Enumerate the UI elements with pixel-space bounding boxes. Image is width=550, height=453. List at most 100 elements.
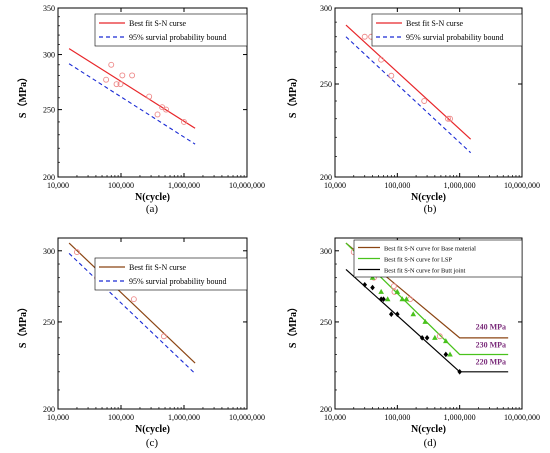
data-point bbox=[163, 106, 170, 113]
legend-box bbox=[94, 13, 248, 47]
data-point bbox=[146, 93, 153, 100]
series-line bbox=[345, 268, 509, 373]
data-point bbox=[154, 111, 161, 118]
series-line bbox=[68, 253, 196, 374]
data-point bbox=[381, 296, 386, 302]
data-point bbox=[388, 311, 394, 318]
data-point bbox=[160, 333, 167, 340]
x-tick-label: 10,000 bbox=[47, 181, 69, 190]
x-tick-label: 100,000 bbox=[108, 181, 134, 190]
y-tick-label: 300 bbox=[320, 247, 332, 256]
data-point bbox=[378, 56, 385, 63]
x-tick-label: 1,000,000 bbox=[444, 413, 476, 422]
x-tick-label: 10,000,000 bbox=[504, 413, 540, 422]
legend-box bbox=[94, 257, 248, 291]
x-tick-label: 100,000 bbox=[384, 181, 410, 190]
data-point bbox=[447, 351, 453, 357]
data-point bbox=[443, 338, 449, 344]
series-line bbox=[345, 36, 472, 154]
x-axis-label: N(cycle) bbox=[411, 424, 446, 435]
legend-label: Best fit S-N curse bbox=[129, 263, 187, 272]
data-point bbox=[410, 311, 417, 317]
data-point bbox=[443, 351, 449, 358]
x-axis-label: N(cycle) bbox=[135, 424, 170, 435]
y-tick-label: 200 bbox=[320, 173, 332, 182]
x-tick-label: 10,000 bbox=[324, 413, 346, 422]
y-axis-label: S（MPa） bbox=[286, 302, 299, 348]
annotation-label: 230 MPa bbox=[476, 340, 506, 349]
series-line bbox=[345, 242, 509, 356]
data-point bbox=[370, 284, 375, 291]
data-point bbox=[113, 81, 120, 88]
data-point bbox=[74, 249, 80, 256]
x-tick-label: 10,000,000 bbox=[229, 181, 265, 190]
data-point bbox=[362, 281, 368, 288]
y-tick-label: 350 bbox=[43, 4, 55, 13]
legend-box bbox=[353, 239, 523, 278]
legend-box bbox=[371, 13, 523, 47]
y-tick-label: 250 bbox=[43, 106, 55, 115]
legend-label: Best fit S-N curve for LSP bbox=[384, 257, 452, 264]
data-point bbox=[390, 283, 397, 290]
x-tick-label: 100,000 bbox=[108, 413, 134, 422]
data-point bbox=[419, 335, 425, 341]
y-tick-label: 200 bbox=[320, 405, 332, 414]
data-point bbox=[378, 296, 384, 302]
x-axis-label: N(cycle) bbox=[411, 192, 446, 203]
y-tick-label: 300 bbox=[320, 4, 332, 13]
y-axis-label: S（MPa） bbox=[16, 302, 29, 348]
data-point bbox=[422, 318, 429, 324]
y-tick-label: 200 bbox=[43, 173, 55, 182]
data-point bbox=[117, 81, 124, 88]
legend-label: Best fit S-N curse bbox=[406, 19, 464, 28]
x-tick-label: 10,000 bbox=[324, 181, 346, 190]
data-point bbox=[457, 369, 462, 375]
data-point bbox=[445, 115, 451, 122]
panel-b: 10,000 100,000 1,000,000 10,000,000 200 250 30… bbox=[286, 4, 540, 215]
y-tick-label: 250 bbox=[320, 80, 332, 89]
data-point bbox=[103, 76, 110, 83]
data-point bbox=[388, 72, 395, 79]
data-point bbox=[129, 72, 136, 79]
legend-label: 95% survial probability bound bbox=[129, 33, 227, 42]
x-tick-label: 10,000 bbox=[47, 413, 69, 422]
y-axis-label: S（MPa） bbox=[16, 72, 29, 118]
y-tick-label: 250 bbox=[320, 318, 332, 327]
data-point bbox=[403, 296, 410, 302]
y-axis-label: S（MPa） bbox=[286, 72, 299, 118]
y-tick-label: 300 bbox=[43, 247, 55, 256]
legend-label: 95% survial probability bound bbox=[406, 33, 504, 42]
plot-frame bbox=[57, 7, 248, 178]
data-point bbox=[432, 334, 438, 340]
data-point bbox=[119, 72, 126, 79]
data-point bbox=[108, 61, 115, 68]
data-point bbox=[384, 296, 391, 302]
y-tick-label: 250 bbox=[43, 318, 55, 327]
panel-caption: (c) bbox=[146, 437, 159, 449]
legend-label: 95% survial probability bound bbox=[129, 277, 227, 286]
x-tick-label: 10,000,000 bbox=[229, 413, 265, 422]
data-point bbox=[399, 296, 406, 302]
y-tick-label: 300 bbox=[43, 51, 55, 60]
y-tick-label: 200 bbox=[43, 405, 55, 414]
panel-c: 10,000 100,000 1,000,000 10,000,000 200 250 30… bbox=[16, 237, 265, 449]
plot-frame bbox=[334, 237, 523, 410]
x-tick-label: 100,000 bbox=[384, 413, 410, 422]
data-point bbox=[436, 333, 443, 340]
x-tick-label: 1,000,000 bbox=[444, 181, 476, 190]
panel-caption: (b) bbox=[424, 203, 437, 215]
panel-a: 10,000 100,000 1,000,000 10,000,000 200 250 30… bbox=[16, 4, 265, 215]
data-point bbox=[394, 288, 401, 294]
legend-label: Best fit S-N curve for Butt joint bbox=[384, 268, 466, 275]
legend-label: Best fit S-N curve for Base material bbox=[384, 246, 476, 253]
legend-label: Best fit S-N curse bbox=[129, 19, 187, 28]
data-point bbox=[361, 33, 368, 40]
x-tick-label: 1,000,000 bbox=[168, 413, 200, 422]
x-tick-label: 10,000,000 bbox=[504, 181, 540, 190]
data-point bbox=[447, 115, 453, 122]
data-point bbox=[378, 288, 384, 294]
series-line bbox=[68, 63, 196, 145]
plot-frame bbox=[334, 7, 523, 178]
data-point bbox=[421, 98, 428, 104]
